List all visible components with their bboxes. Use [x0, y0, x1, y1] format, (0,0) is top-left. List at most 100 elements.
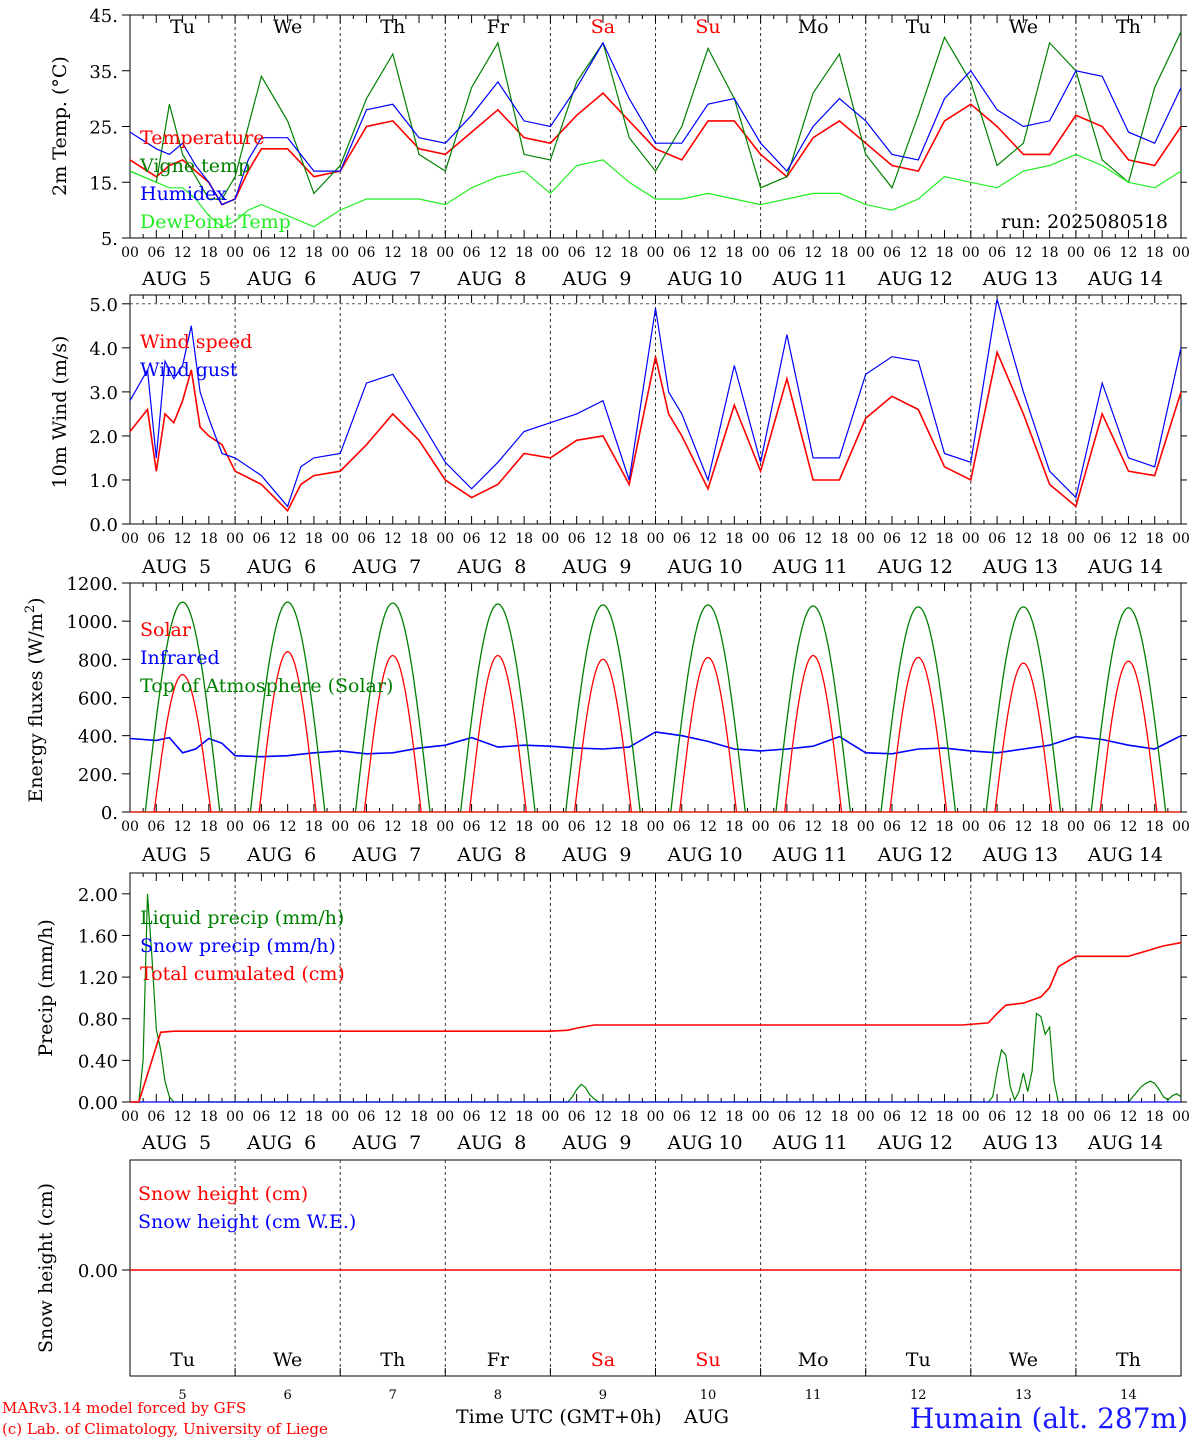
- bottom-date: 12: [910, 1388, 927, 1403]
- temperature-y-axis-label: 2m Temp. (°C): [49, 56, 71, 196]
- toa-solar-curve: [354, 602, 431, 813]
- date-label: AUG 12: [877, 1132, 953, 1154]
- hour-tick-label: 06: [883, 531, 901, 547]
- hour-tick-label: 06: [1093, 819, 1111, 835]
- hour-tick-label: 00: [331, 1109, 349, 1125]
- legend-solar: Solar: [140, 619, 192, 641]
- hour-tick-label: 06: [673, 531, 691, 547]
- hour-tick-label: 12: [594, 1109, 612, 1125]
- day-name: Su: [695, 16, 720, 38]
- wind-y-ticks: 0.0 1.0 2.0 3.0 4.0 5.0: [89, 295, 1187, 536]
- hour-tick-label: 06: [568, 1109, 586, 1125]
- legend-humidex: Humidex: [140, 183, 227, 205]
- date-label: AUG 9: [561, 1132, 631, 1154]
- hour-tick-label: 00: [857, 819, 875, 835]
- precip-panel: 0.00 0.40 0.80 1.20 1.60 2.00 00 06 12 18 00 06 12 1…: [35, 872, 1190, 1154]
- solar-curve: [784, 654, 843, 813]
- hour-tick-label: 12: [699, 531, 717, 547]
- toa-solar-curve: [880, 606, 957, 813]
- hour-tick-label: 00: [857, 245, 875, 261]
- hour-tick-label: 12: [489, 245, 507, 261]
- date-label: AUG 7: [351, 844, 421, 866]
- hour-tick-label: 12: [1014, 531, 1032, 547]
- hour-tick-label: 18: [410, 1109, 428, 1125]
- hour-tick-label: 06: [252, 245, 270, 261]
- hour-tick-label: 00: [226, 531, 244, 547]
- hour-tick-label: 12: [384, 1109, 402, 1125]
- day-name: We: [1009, 1349, 1038, 1371]
- legend-liquid-precip: Liquid precip (mm/h): [140, 907, 344, 929]
- hour-tick-label: 18: [936, 531, 954, 547]
- hour-tick-label: 12: [804, 819, 822, 835]
- hour-tick-label: 12: [594, 531, 612, 547]
- hour-tick-label: 00: [541, 819, 559, 835]
- date-label: AUG 13: [982, 556, 1058, 578]
- legend-temperature: Temperature: [140, 127, 264, 149]
- date-label: AUG 6: [246, 844, 316, 866]
- date-label: AUG 8: [456, 268, 526, 290]
- wind-y-axis-label: 10m Wind (m/s): [49, 336, 71, 489]
- precip-y-ticks: 0.00 0.40 0.80 1.20 1.60 2.00: [78, 885, 1187, 1114]
- day-name: Tu: [906, 16, 931, 38]
- bottom-date: 8: [494, 1388, 502, 1403]
- hour-tick-label: 18: [410, 531, 428, 547]
- day-name: Tu: [170, 1349, 195, 1371]
- hour-tick-label: 00: [1172, 1109, 1190, 1125]
- legend-infrared: Infrared: [140, 647, 220, 669]
- hour-tick-label: 06: [252, 819, 270, 835]
- date-label: AUG 9: [561, 556, 631, 578]
- solar-curve: [258, 651, 317, 813]
- hour-tick-label: 00: [1067, 1109, 1085, 1125]
- precip-x-ticks: 00 06 12 18 00 06 12 18 00 06 12 18 00 06 12 18 00 06 12 18…: [121, 873, 1190, 1154]
- hour-tick-label: 06: [778, 819, 796, 835]
- hour-tick-label: 18: [305, 1109, 323, 1125]
- date-label: AUG 6: [246, 268, 316, 290]
- y-tick-label: 800.: [78, 650, 118, 671]
- date-label: AUG 11: [772, 556, 848, 578]
- hour-tick-label: 06: [568, 245, 586, 261]
- legend-toa-solar: Top of Atmosphere (Solar): [140, 675, 393, 697]
- toa-solar-curve: [144, 601, 221, 813]
- hour-tick-label: 12: [1120, 245, 1138, 261]
- y-tick-label: 1.20: [78, 968, 118, 989]
- toa-solar-curve: [1090, 607, 1167, 813]
- hour-tick-label: 00: [1172, 819, 1190, 835]
- hour-tick-label: 12: [384, 819, 402, 835]
- hour-tick-label: 18: [936, 819, 954, 835]
- day-name: Mo: [798, 1349, 829, 1371]
- legend-wind-speed: Wind speed: [140, 331, 252, 353]
- hour-tick-label: 18: [1146, 1109, 1164, 1125]
- hour-tick-label: 18: [305, 245, 323, 261]
- y-tick-label: 2.0: [89, 427, 118, 448]
- hour-tick-label: 06: [988, 1109, 1006, 1125]
- hour-tick-label: 00: [962, 1109, 980, 1125]
- hour-tick-label: 00: [857, 531, 875, 547]
- bottom-date: 13: [1015, 1388, 1032, 1403]
- hour-tick-label: 18: [936, 1109, 954, 1125]
- hour-tick-label: 00: [121, 245, 139, 261]
- date-label: AUG 10: [667, 268, 743, 290]
- series-line: [129, 92, 1182, 206]
- temperature-y-ticks: 5. 15. 25. 35. 45.: [89, 6, 1187, 250]
- bottom-date: 11: [805, 1388, 822, 1403]
- hour-tick-label: 18: [1041, 531, 1059, 547]
- hour-tick-label: 18: [620, 531, 638, 547]
- date-label: AUG 11: [772, 1132, 848, 1154]
- date-label: AUG 13: [982, 844, 1058, 866]
- hour-tick-label: 06: [463, 245, 481, 261]
- hour-tick-label: 18: [1041, 1109, 1059, 1125]
- y-tick-label: 1.60: [78, 926, 118, 947]
- wind-day-grid: [130, 295, 1181, 524]
- legend-snow-height: Snow height (cm): [138, 1183, 308, 1205]
- hour-tick-label: 12: [594, 245, 612, 261]
- hour-tick-label: 00: [647, 531, 665, 547]
- y-tick-label: 600.: [78, 689, 118, 710]
- legend-dewpoint-temp: DewPoint Temp: [140, 211, 291, 233]
- hour-tick-label: 18: [515, 819, 533, 835]
- y-tick-label: 200.: [78, 765, 118, 786]
- hour-tick-label: 18: [831, 245, 849, 261]
- toa-solar-curve: [985, 606, 1062, 813]
- snow-panel: 0.00 Tu We Th Fr Sa Su Mo Tu We Th Snow height (c…: [35, 1159, 1182, 1377]
- y-tick-label: 1200.: [66, 574, 118, 595]
- hour-tick-label: 12: [489, 531, 507, 547]
